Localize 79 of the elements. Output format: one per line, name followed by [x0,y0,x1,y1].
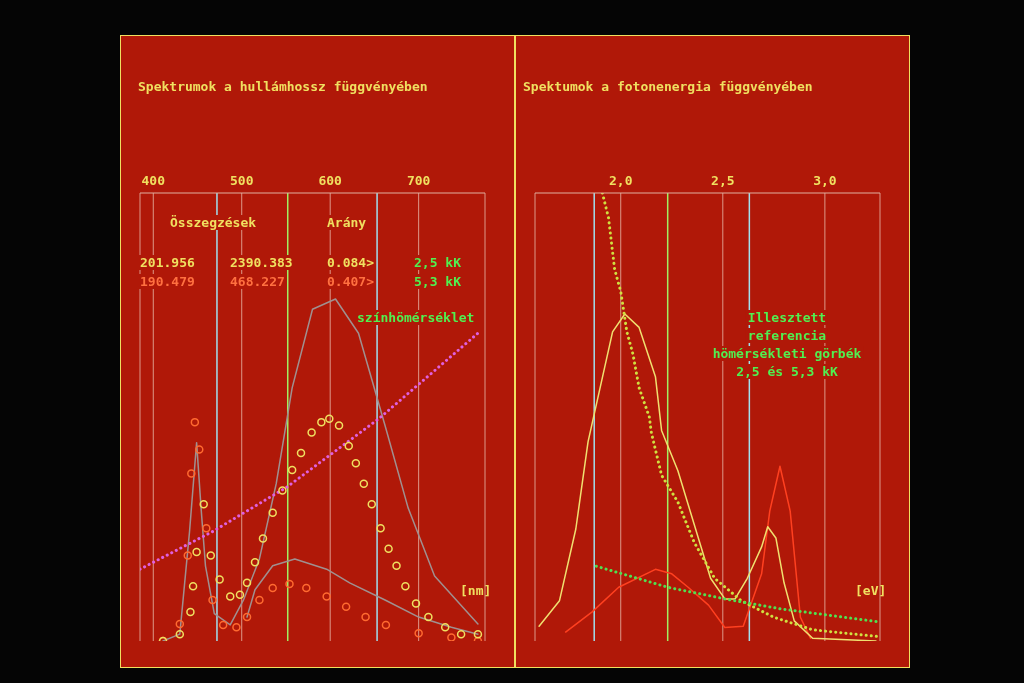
point [296,448,306,458]
point [447,633,456,641]
point [242,578,252,588]
text: 190.479 [138,274,197,289]
point [183,551,193,560]
point [414,628,423,638]
text: 0.084> [325,255,376,270]
text: Összegzések [168,215,259,230]
point [206,551,216,560]
point [317,417,326,427]
point [242,612,252,622]
text: Arány [325,215,369,230]
annotation: hömérsékleti görbék [710,346,864,361]
point [376,523,385,533]
point [287,465,297,475]
point [325,414,334,423]
point [192,547,201,557]
point [424,612,433,622]
point [384,544,393,553]
point [175,629,185,639]
point [218,620,228,630]
chart-title: Spektrumok a hullámhossz függvényében [138,79,428,94]
point [199,499,208,509]
point [258,534,268,543]
point [473,629,483,639]
point [225,592,235,601]
point [235,590,245,600]
chart-title: Spektumok a fotonenergia függvényében [523,79,813,94]
point [456,629,466,639]
point [186,607,195,617]
point [361,612,370,622]
point [322,592,331,601]
point [187,469,196,478]
text: 0.407> [325,274,376,289]
point [381,620,391,630]
point [208,595,217,605]
point [341,602,351,612]
point [268,508,277,518]
text: 468.227 [228,274,287,289]
x-tick-label: 3,0 [813,173,837,188]
point [215,575,224,584]
point [285,579,294,589]
point [202,523,211,533]
point [302,583,311,593]
point [278,486,287,495]
annotation: Illesztett [745,310,829,325]
x-tick-label: 2,5 [711,173,735,188]
point [392,561,401,571]
point [307,428,316,437]
point [440,623,450,632]
annotation: referencia [745,328,829,343]
point [268,583,277,593]
point [344,441,354,451]
x-tick-label: 2,0 [609,173,633,188]
x-axis-title: [eV] [855,583,887,598]
text: 201.956 [138,255,197,270]
x-tick-label: 700 [406,173,431,188]
annotation: színhömérséklet [355,310,477,325]
point [351,458,361,468]
point [232,623,241,632]
text: 2390.383 [228,255,295,270]
x-tick-label: 600 [318,173,343,188]
point [401,582,410,591]
annotation: 2,5 és 5,3 kK [734,364,840,379]
point [359,479,369,488]
point [175,619,185,629]
x-axis-title: [nm] [460,583,492,598]
point [255,595,264,605]
text: 2,5 kK [412,255,463,270]
text: 5,3 kK [412,274,463,289]
point [190,417,200,427]
point [334,421,344,430]
point [367,499,377,509]
x-tick-label: 400 [141,173,166,188]
point [250,558,260,567]
point [188,582,198,591]
point [195,445,204,454]
x-tick-label: 500 [229,173,254,188]
point [411,599,421,608]
